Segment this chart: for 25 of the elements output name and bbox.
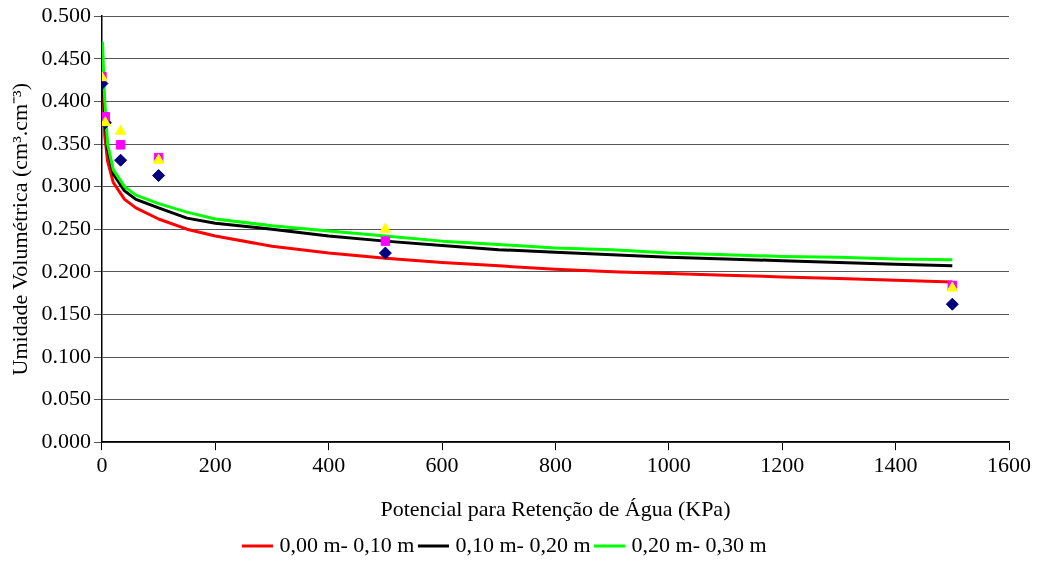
y-tick-label: 0.000 — [41, 427, 91, 453]
y-tick-label: 0.250 — [41, 214, 91, 240]
y-tick-label: 0.200 — [41, 257, 91, 283]
x-tick-label: 1200 — [760, 452, 805, 478]
x-tick-label: 800 — [538, 452, 572, 478]
x-tick-label: 1000 — [646, 452, 691, 478]
x-tick-label: 0 — [96, 452, 108, 478]
y-tick-label: 0.100 — [41, 342, 91, 368]
y-tick-label: 0.150 — [41, 300, 91, 326]
y-tick-label: 0.450 — [41, 44, 91, 70]
x-tick-label: 400 — [312, 452, 346, 478]
legend-label: 0,00 m- 0,10 m — [279, 531, 415, 557]
y-tick-label: 0.400 — [41, 87, 91, 113]
x-axis-title: Potencial para Retenção de Água (KPa) — [380, 495, 731, 521]
x-tick-label: 1400 — [873, 452, 918, 478]
legend-label: 0,20 m- 0,30 m — [631, 531, 767, 557]
y-tick-label: 0.300 — [41, 172, 91, 198]
y-axis-title: Umidade Volumétrica (cm³.cm⁻³) — [6, 82, 32, 376]
y-tick-label: 0.050 — [41, 385, 91, 411]
y-tick-label: 0.500 — [41, 1, 91, 27]
x-tick-label: 600 — [425, 452, 459, 478]
legend-label: 0,10 m- 0,20 m — [455, 531, 591, 557]
x-tick-label: 1600 — [987, 452, 1031, 478]
x-tick-label: 200 — [198, 452, 232, 478]
y-tick-label: 0.350 — [41, 129, 91, 155]
